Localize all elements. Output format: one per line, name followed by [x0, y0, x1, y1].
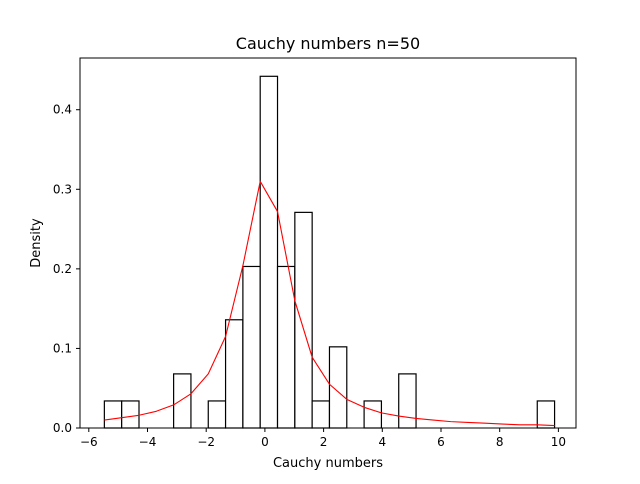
- y-tick-label: 0.4: [53, 103, 72, 117]
- y-tick-label: 0.0: [53, 421, 72, 435]
- x-tick-label: 8: [496, 435, 504, 449]
- histogram-bar: [363, 400, 383, 429]
- x-axis-ticks: −6 −4 −2 0 2 4 6 8 10: [80, 428, 566, 449]
- histogram-bar: [328, 346, 348, 429]
- density-line-layer: [104, 180, 555, 427]
- x-tick-label: −4: [139, 435, 157, 449]
- chart-title: Cauchy numbers n=50: [236, 34, 420, 53]
- histogram-bar: [294, 211, 313, 429]
- histogram-bar: [259, 75, 279, 429]
- histogram-bar: [276, 265, 296, 429]
- histogram-bar: [173, 373, 192, 429]
- x-tick-label: 4: [378, 435, 386, 449]
- histogram-bar: [311, 400, 331, 429]
- histogram-bar: [121, 400, 140, 429]
- x-tick-label: 2: [320, 435, 328, 449]
- x-tick-label: 10: [551, 435, 566, 449]
- axes-frame: [79, 57, 577, 429]
- y-tick-label: 0.1: [53, 341, 72, 355]
- histogram-bar: [398, 373, 417, 429]
- x-axis-label: Cauchy numbers: [273, 456, 383, 471]
- histogram-bar: [224, 319, 244, 429]
- histogram-bar: [536, 400, 556, 429]
- x-tick-label: 0: [261, 435, 269, 449]
- y-tick-label: 0.2: [53, 262, 72, 276]
- histogram-bars: [103, 75, 556, 429]
- x-tick-label: −6: [80, 435, 98, 449]
- histogram-bar: [207, 400, 227, 429]
- histogram-bar: [103, 400, 123, 429]
- y-tick-label: 0.3: [53, 182, 72, 196]
- y-axis-ticks: 0.0 0.1 0.2 0.3 0.4: [53, 103, 80, 435]
- y-axis-label: Density: [29, 218, 44, 268]
- x-tick-label: 6: [437, 435, 445, 449]
- x-tick-label: −2: [197, 435, 215, 449]
- histogram-bar: [242, 265, 261, 429]
- density-line: [104, 180, 555, 427]
